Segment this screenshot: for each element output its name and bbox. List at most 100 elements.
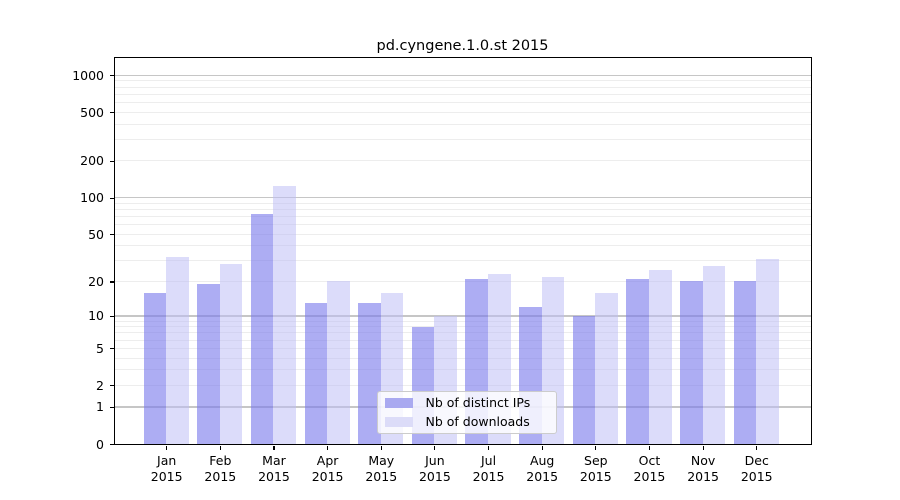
y-tick-label-20: 20 [88,273,104,289]
gridline-9 [114,320,811,322]
x-tick-year: 2015 [150,468,183,484]
bar-downloads-sep [595,292,618,444]
y-tick-label-2: 2 [96,377,104,393]
legend-item-downloads: Nb of downloads [378,414,556,430]
gridline-7 [114,332,811,334]
bar-downloads-feb [219,264,243,444]
x-tick-year: 2015 [740,468,773,484]
gridline-1000 [114,74,811,76]
y-tick-1000 [109,75,114,77]
x-tick-mar [273,446,275,450]
x-tick-year: 2015 [365,468,398,484]
x-tick-oct [648,446,651,450]
bar-ips-mar [250,213,274,444]
gridline-3 [114,369,811,371]
y-tick-label-50: 50 [88,226,104,242]
gridline-6 [114,339,811,341]
gridline-600 [114,101,811,103]
bar-ips-oct [626,279,649,444]
x-tick-jan [166,446,168,450]
bar-ips-apr [304,303,328,444]
bar-ips-dec [733,281,757,444]
gridline-50 [114,233,811,235]
x-tick-label-dec: Dec 2015 [722,453,792,485]
chart-title: pd.cyngene.1.0.st 2015 [376,38,549,54]
x-tick-label-feb: Feb 2015 [185,453,255,485]
x-tick-year: 2015 [418,468,451,484]
y-tick-50 [109,234,114,236]
x-tick-label-apr: Apr 2015 [293,453,363,485]
gridline-2 [114,384,811,386]
legend: Nb of distinct IPs Nb of downloads [376,391,557,434]
x-tick-label-nov: Nov 2015 [668,453,738,485]
y-tick-100 [109,197,114,199]
plot-area: Nb of distinct IPs Nb of downloads [113,57,812,445]
y-tick-label-200: 200 [80,153,104,169]
y-tick-label-5: 5 [96,340,104,356]
x-tick-year: 2015 [633,468,666,484]
x-tick-nov [702,446,704,450]
y-tick-500 [109,112,114,114]
bar-ips-may [358,303,381,444]
y-tick-2 [109,385,114,387]
gridline-30 [114,260,811,262]
bar-ips-nov [680,281,703,444]
x-tick-label-jun: Jun 2015 [400,453,470,485]
bar-ips-jan [143,292,167,444]
x-tick-label-may: May 2015 [346,453,416,485]
bar-downloads-jan [166,257,189,444]
y-tick-1 [109,406,114,409]
y-tick-200 [109,160,114,162]
legend-label-downloads: Nb of downloads [425,414,530,429]
x-tick-label-sep: Sep 2015 [561,453,631,485]
gridline-500 [114,111,811,113]
gridline-100 [114,197,811,199]
x-tick-year: 2015 [579,468,612,484]
legend-swatch-downloads [384,417,413,427]
x-tick-feb [219,446,221,450]
legend-item-distinct-ips: Nb of distinct IPs [378,395,556,411]
x-tick-jun [434,446,436,450]
x-tick-year: 2015 [687,468,719,484]
y-tick-label-1: 1 [96,399,104,415]
x-tick-sep [595,446,597,450]
gridline-300 [114,138,811,140]
y-tick-10 [109,315,114,318]
gridline-4 [114,357,811,359]
bar-downloads-dec [756,258,779,444]
gridline-20 [114,280,811,282]
x-tick-label-jul: Jul 2015 [454,453,524,485]
gridlines-layer [114,58,811,444]
bar-downloads-mar [273,185,297,444]
x-tick-label-jan: Jan 2015 [132,453,202,485]
x-tick-may [380,446,382,450]
x-tick-label-mar: Mar 2015 [239,453,309,485]
legend-swatch-distinct-ips [384,398,413,408]
gridline-800 [114,86,811,88]
gridline-200 [114,160,811,162]
gridline-90 [114,202,811,204]
gridline-8 [114,326,811,328]
gridline-700 [114,93,811,95]
gridline-60 [114,224,811,226]
bars-layer [115,58,811,444]
x-tick-year: 2015 [204,468,237,484]
x-tick-dec [756,446,758,450]
x-tick-year: 2015 [472,468,505,484]
y-tick-label-0: 0 [96,436,104,452]
gridline-10 [114,315,811,317]
x-tick-label-aug: Aug 2015 [507,453,577,485]
gridline-5 [114,347,811,349]
x-tick-year: 2015 [311,468,344,484]
x-tick-aug [541,446,543,450]
bar-downloads-oct [648,270,672,444]
y-tick-label-1000: 1000 [72,67,104,83]
y-tick-label-500: 500 [80,104,104,120]
bar-ips-feb [197,284,220,444]
legend-label-distinct-ips: Nb of distinct IPs [425,395,531,410]
x-tick-apr [327,446,329,450]
gridline-70 [114,215,811,217]
y-tick-label-100: 100 [80,190,104,206]
x-tick-year: 2015 [526,468,559,484]
